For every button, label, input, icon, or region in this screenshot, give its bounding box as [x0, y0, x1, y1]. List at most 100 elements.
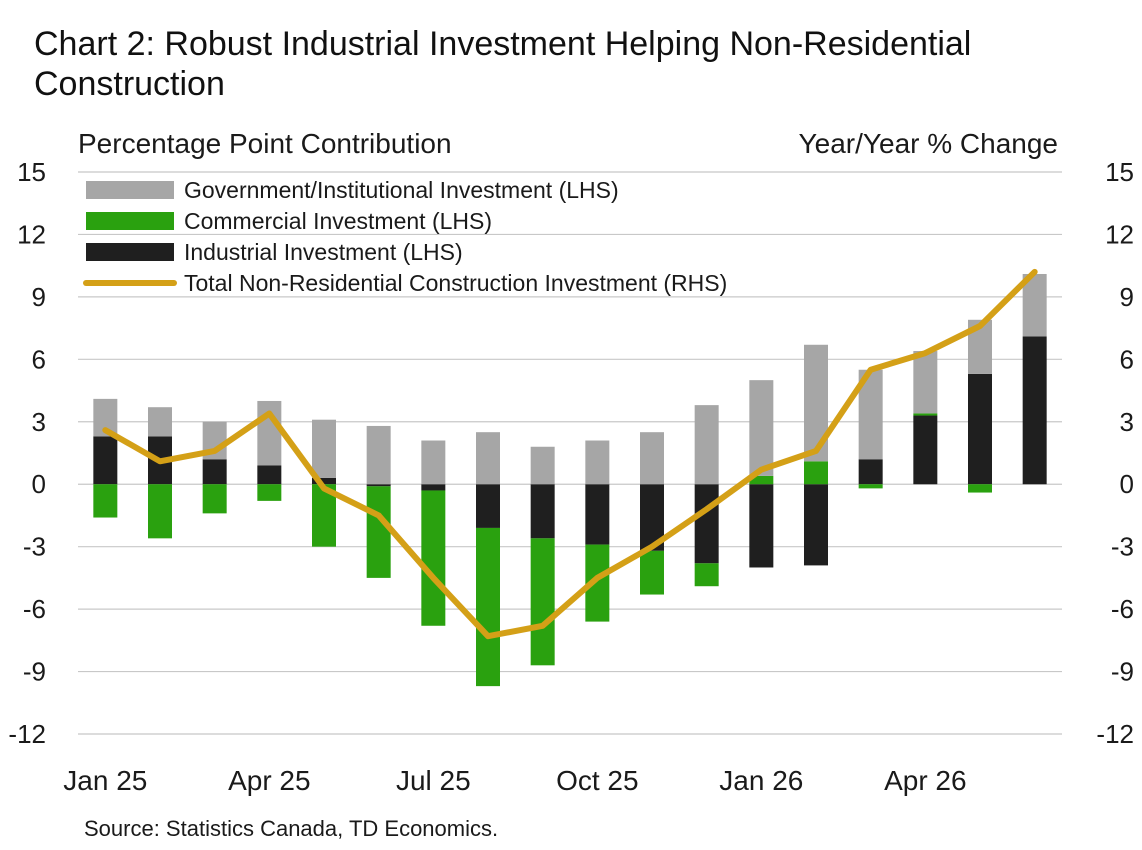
total-series-point: [814, 449, 818, 453]
right-y-tick-label: -3: [1111, 532, 1134, 562]
government-bar: [749, 380, 774, 476]
industrial-bar: [530, 484, 555, 539]
industrial-bar: [312, 477, 336, 485]
government-bar: [804, 344, 828, 462]
right-y-tick-label: 3: [1120, 407, 1134, 437]
commercial-bar: [640, 550, 664, 595]
commercial-bar: [858, 484, 883, 489]
right-y-tick-label: 12: [1105, 219, 1134, 249]
industrial-bar: [913, 415, 938, 485]
legend-industrial-swatch: [86, 243, 174, 261]
commercial-bar: [968, 484, 992, 493]
right-y-tick-label: 15: [1105, 157, 1134, 187]
commercial-bar: [257, 484, 282, 501]
total-series-point: [705, 507, 709, 511]
industrial-bar: [694, 484, 719, 564]
government-bar: [476, 432, 500, 485]
right-axis-label: Year/Year % Change: [798, 128, 1058, 159]
government-bar: [530, 446, 555, 485]
total-series-point: [1033, 270, 1037, 274]
government-bar: [1022, 273, 1047, 337]
x-tick-label: Jan 26: [719, 765, 803, 796]
chart-title: Chart 2: Robust Industrial Investment He…: [34, 25, 972, 103]
total-series-point: [322, 486, 326, 490]
legend-commercial-label: Commercial Investment (LHS): [184, 208, 492, 234]
right-y-tick-label: 9: [1120, 282, 1134, 312]
total-series-point: [759, 468, 763, 472]
industrial-bar: [421, 484, 446, 491]
legend-industrial-label: Industrial Investment (LHS): [184, 239, 463, 265]
left-y-tick-label: -12: [8, 719, 46, 749]
legend-total-label: Total Non-Residential Construction Inves…: [184, 270, 727, 296]
left-y-tick-label: -6: [23, 594, 46, 624]
left-y-tick-label: 0: [32, 469, 46, 499]
left-y-tick-label: 3: [32, 407, 46, 437]
commercial-bar: [202, 484, 227, 514]
industrial-bar: [749, 484, 774, 568]
industrial-bar: [257, 465, 282, 485]
total-series-point: [267, 411, 271, 415]
x-tick-label: Jan 25: [63, 765, 147, 796]
legend-government-swatch: [86, 181, 174, 199]
commercial-bar: [421, 490, 446, 626]
total-series-point: [486, 634, 490, 638]
industrial-bar: [804, 484, 828, 566]
government-bar: [312, 419, 336, 478]
total-series-point: [595, 576, 599, 580]
total-series-point: [869, 368, 873, 372]
left-y-tick-label: 6: [32, 344, 46, 374]
total-series-point: [213, 449, 217, 453]
legend-government-label: Government/Institutional Investment (LHS…: [184, 177, 619, 203]
industrial-bar: [202, 459, 227, 485]
government-bar: [585, 440, 610, 485]
x-tick-label: Oct 25: [556, 765, 638, 796]
government-bar: [421, 440, 446, 485]
government-bar: [694, 405, 719, 485]
left-y-tick-label: 9: [32, 282, 46, 312]
total-series-point: [650, 545, 654, 549]
left-axis-label: Percentage Point Contribution: [78, 128, 452, 159]
right-y-tick-label: 6: [1120, 344, 1134, 374]
industrial-bar: [366, 484, 391, 487]
total-series-point: [103, 428, 107, 432]
right-y-tick-label: -12: [1096, 719, 1134, 749]
commercial-bar: [804, 461, 828, 485]
left-y-tick-label: -3: [23, 532, 46, 562]
commercial-bar: [530, 538, 555, 666]
total-series-line: [102, 268, 1038, 640]
left-y-tick-label: 15: [17, 157, 46, 187]
x-tick-label: Jul 25: [396, 765, 471, 796]
government-bar: [148, 407, 172, 437]
government-bar: [366, 425, 391, 485]
right-y-ticks: -12 -9 -6 -3 0 3 6 9 12 15: [1096, 157, 1134, 749]
bars: [93, 273, 1047, 687]
total-series-point: [978, 324, 982, 328]
total-series-point: [431, 576, 435, 580]
commercial-bar: [913, 413, 938, 416]
x-ticks: Jan 25 Apr 25 Jul 25 Oct 25 Jan 26 Apr 26: [63, 765, 966, 796]
total-series-point: [377, 513, 381, 517]
commercial-bar: [148, 484, 172, 539]
legend-commercial-swatch: [86, 212, 174, 230]
commercial-bar: [476, 527, 500, 687]
total-series-point: [158, 459, 162, 463]
source-note: Source: Statistics Canada, TD Economics.: [84, 816, 499, 841]
right-y-tick-label: -9: [1111, 657, 1134, 687]
industrial-bar: [476, 484, 500, 528]
industrial-bar: [93, 436, 118, 485]
commercial-bar: [93, 484, 118, 518]
left-y-tick-label: -9: [23, 657, 46, 687]
x-tick-label: Apr 25: [228, 765, 311, 796]
commercial-bar: [366, 486, 391, 578]
commercial-bar: [749, 475, 774, 485]
total-series-point: [541, 624, 545, 628]
industrial-bar: [858, 459, 883, 485]
right-y-tick-label: 0: [1120, 469, 1134, 499]
government-bar: [640, 432, 664, 485]
right-y-tick-label: -6: [1111, 594, 1134, 624]
x-tick-label: Apr 26: [884, 765, 967, 796]
legend: Government/Institutional Investment (LHS…: [83, 177, 727, 296]
industrial-bar: [968, 373, 992, 485]
gridlines: [78, 171, 1062, 735]
